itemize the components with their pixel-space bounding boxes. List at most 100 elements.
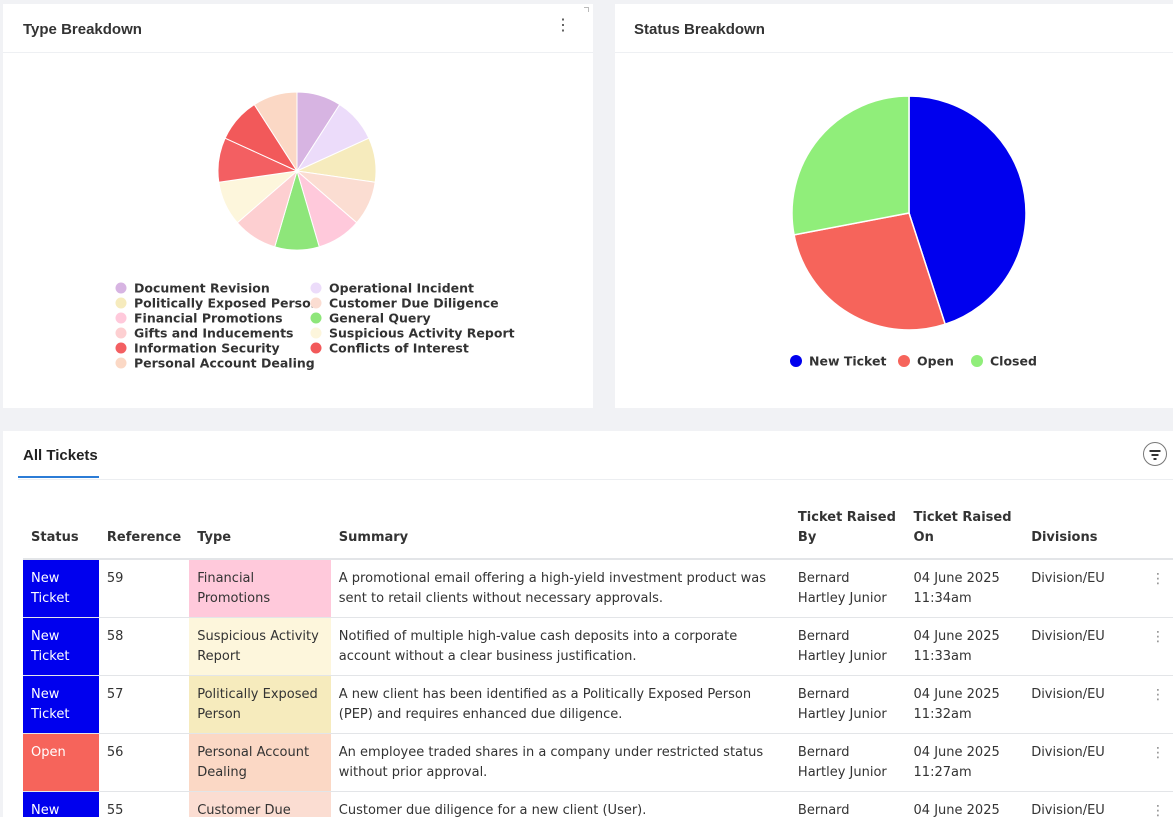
raised-on-cell: 04 June 2025 11:33am	[905, 617, 1024, 676]
table-row[interactable]: New Ticket 58 Suspicious Activity Report No…	[23, 617, 1173, 676]
summary-cell: Notified of multiple high-value cash dep…	[330, 617, 790, 676]
column-header-status[interactable]: Status	[23, 506, 99, 560]
table-row[interactable]: New Ticket55Customer Due DiligenceCustom…	[23, 791, 1173, 817]
row-menu-icon[interactable]: ⋮	[1123, 617, 1173, 676]
resize-corner-icon	[584, 7, 589, 12]
legend-marker	[310, 297, 322, 309]
column-header-raised-by[interactable]: Ticket Raised By	[789, 506, 906, 560]
status-cell: New Ticket	[23, 791, 99, 817]
type-breakdown-title: Type Breakdown	[23, 21, 142, 38]
legend-marker	[115, 297, 127, 309]
row-menu-icon[interactable]: ⋮	[1123, 733, 1173, 792]
legend-label[interactable]: Politically Exposed Person	[134, 296, 320, 311]
tab-active-indicator	[18, 476, 99, 478]
pie-slice[interactable]	[908, 95, 1027, 326]
table-header-row: Status Reference Type Summary Ticket Rai…	[23, 506, 1173, 560]
raised-on-cell: 04 June 2025 11:20am	[905, 791, 1024, 817]
legend-label[interactable]: General Query	[329, 311, 431, 326]
table-row[interactable]: New Ticket 57 Politically Exposed Person A …	[23, 675, 1173, 734]
status-cell: Open	[23, 733, 99, 792]
type-cell: Personal Account Dealing	[189, 733, 331, 792]
column-header-raised-on[interactable]: Ticket Raised On	[905, 506, 1024, 560]
legend-label[interactable]: Customer Due Diligence	[329, 296, 499, 311]
legend-label[interactable]: Information Security	[134, 341, 280, 356]
reference-cell: 55	[98, 791, 190, 817]
all-tickets-card: All Tickets Status Reference Type Summar…	[3, 431, 1173, 817]
row-menu-icon[interactable]: ⋮	[1123, 559, 1173, 618]
status-breakdown-card: Status Breakdown New Ticket Open Closed	[615, 4, 1173, 408]
legend-label[interactable]: Financial Promotions	[134, 311, 283, 326]
type-breakdown-header: Type Breakdown ⋮	[3, 4, 593, 53]
legend-marker	[115, 312, 127, 324]
legend-marker	[115, 282, 127, 294]
summary-cell: A promotional email offering a high-yiel…	[330, 559, 790, 618]
raised-on-cell: 04 June 2025 11:32am	[905, 675, 1024, 734]
status-cell: New Ticket	[23, 559, 99, 618]
legend-label[interactable]: Conflicts of Interest	[329, 341, 469, 356]
column-header-type[interactable]: Type	[189, 506, 331, 560]
legend-marker	[971, 355, 983, 367]
status-breakdown-header: Status Breakdown	[615, 4, 1173, 53]
status-cell: New Ticket	[23, 675, 99, 734]
column-header-actions	[1123, 506, 1173, 560]
legend-label[interactable]: Gifts and Inducements	[134, 326, 294, 341]
tab-divider	[18, 479, 1173, 480]
row-menu-icon[interactable]: ⋮	[1123, 675, 1173, 734]
legend-marker	[310, 312, 322, 324]
tab-all-tickets[interactable]: All Tickets	[23, 447, 98, 464]
raised-by-cell: Bernard Hartley Junior	[789, 617, 906, 676]
divisions-cell: Division/EU	[1023, 733, 1124, 792]
type-breakdown-chart: Document Revision Operational Incident Pol…	[115, 91, 515, 371]
legend-label[interactable]: Closed	[990, 354, 1037, 369]
divisions-cell: Division/EU	[1023, 675, 1124, 734]
table-row[interactable]: New Ticket 59 Financial Promotions A promot…	[23, 559, 1173, 618]
legend-marker	[310, 282, 322, 294]
legend-label[interactable]: New Ticket	[809, 354, 887, 369]
divisions-cell: Division/EU	[1023, 791, 1124, 817]
type-cell: Politically Exposed Person	[189, 675, 331, 734]
summary-cell: An employee traded shares in a company u…	[330, 733, 790, 792]
legend-marker	[790, 355, 802, 367]
summary-cell: Customer due diligence for a new client …	[330, 791, 790, 817]
raised-by-cell: Bernard Hartley Junior	[789, 791, 906, 817]
legend-label[interactable]: Suspicious Activity Report	[329, 326, 515, 341]
legend-label[interactable]: Operational Incident	[329, 281, 474, 296]
reference-cell: 57	[98, 675, 190, 734]
table-row[interactable]: Open 56 Personal Account Dealing An employe…	[23, 733, 1173, 792]
legend-marker	[310, 327, 322, 339]
raised-on-cell: 04 June 2025 11:27am	[905, 733, 1024, 792]
filter-icon[interactable]	[1143, 442, 1167, 466]
status-breakdown-chart: New Ticket Open Closed	[790, 95, 1037, 369]
legend-label[interactable]: Open	[917, 354, 954, 369]
legend-marker	[115, 327, 127, 339]
divisions-cell: Division/EU	[1023, 617, 1124, 676]
legend-marker	[115, 342, 127, 354]
reference-cell: 59	[98, 559, 190, 618]
row-menu-icon[interactable]: ⋮	[1123, 791, 1173, 817]
legend-label[interactable]: Document Revision	[134, 281, 270, 296]
divisions-cell: Division/EU	[1023, 559, 1124, 618]
type-breakdown-card: Type Breakdown ⋮ Document Revision Operat…	[3, 4, 593, 408]
status-breakdown-title: Status Breakdown	[634, 21, 765, 38]
legend-label[interactable]: Personal Account Dealing	[134, 356, 315, 371]
pie-slice[interactable]	[791, 95, 910, 236]
legend-marker	[310, 342, 322, 354]
raised-on-cell: 04 June 2025 11:34am	[905, 559, 1024, 618]
raised-by-cell: Bernard Hartley Junior	[789, 559, 906, 618]
pie-slice[interactable]	[253, 91, 298, 173]
pie-slice[interactable]	[793, 212, 947, 331]
kebab-menu-icon[interactable]: ⋮	[555, 17, 571, 34]
type-cell: Financial Promotions	[189, 559, 331, 618]
summary-cell: A new client has been identified as a Po…	[330, 675, 790, 734]
column-header-reference[interactable]: Reference	[98, 506, 190, 560]
raised-by-cell: Bernard Hartley Junior	[789, 733, 906, 792]
status-cell: New Ticket	[23, 617, 99, 676]
column-header-summary[interactable]: Summary	[330, 506, 790, 560]
column-header-divisions[interactable]: Divisions	[1023, 506, 1124, 560]
type-cell: Suspicious Activity Report	[189, 617, 331, 676]
type-cell: Customer Due Diligence	[189, 791, 331, 817]
raised-by-cell: Bernard Hartley Junior	[789, 675, 906, 734]
reference-cell: 56	[98, 733, 190, 792]
tickets-table: Status Reference Type Summary Ticket Rai…	[23, 506, 1173, 817]
reference-cell: 58	[98, 617, 190, 676]
